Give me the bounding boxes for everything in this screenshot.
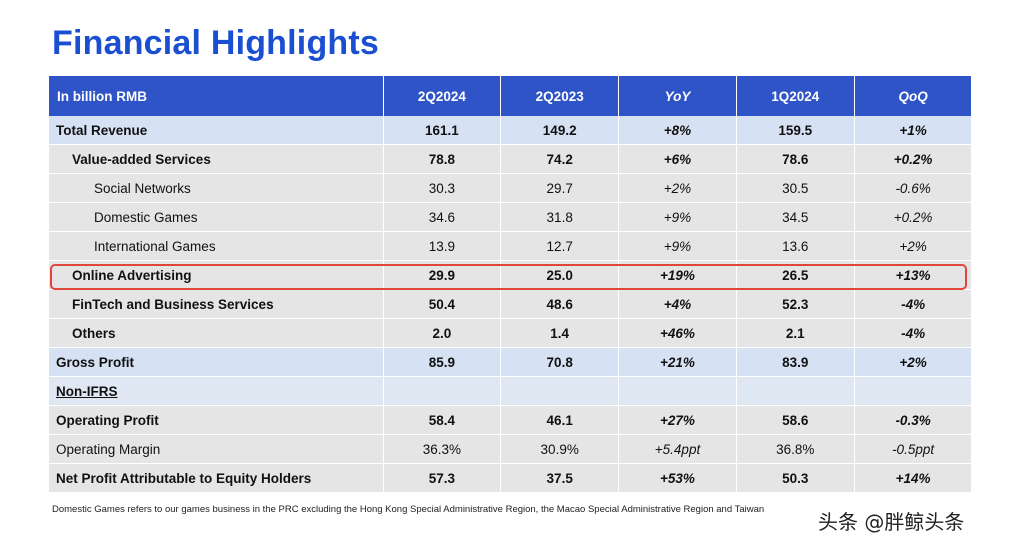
table-header-row: In billion RMB 2Q2024 2Q2023 YoY 1Q2024 …	[49, 76, 973, 116]
cell: +5.4ppt	[618, 434, 737, 464]
cell: +46%	[618, 318, 737, 348]
header-unit: In billion RMB	[49, 76, 384, 116]
table-row: Net Profit Attributable to Equity Holder…	[49, 463, 973, 493]
cell: 30.5	[736, 173, 855, 203]
cell: 149.2	[500, 116, 620, 145]
row-label: Social Networks	[49, 173, 384, 203]
row-label: Operating Profit	[49, 405, 384, 435]
cell: 50.3	[736, 463, 855, 493]
cell: +4%	[618, 289, 737, 319]
cell: 78.6	[736, 144, 855, 174]
cell: 31.8	[500, 202, 620, 232]
cell: +2%	[618, 173, 737, 203]
row-label: Operating Margin	[49, 434, 384, 464]
header-2q2023: 2Q2023	[500, 76, 620, 116]
cell: +27%	[618, 405, 737, 435]
section-label: Non-IFRS	[56, 383, 118, 399]
cell: +21%	[618, 347, 737, 377]
cell: +8%	[618, 116, 737, 145]
cell: 13.9	[383, 231, 502, 261]
cell: -0.5ppt	[854, 434, 973, 464]
page-title: Financial Highlights	[52, 24, 380, 62]
cell: 48.6	[500, 289, 620, 319]
cell: 2.1	[736, 318, 855, 348]
table-row: Gross Profit 85.9 70.8 +21% 83.9 +2%	[49, 347, 973, 377]
header-yoy: YoY	[618, 76, 737, 116]
cell: 1.4	[500, 318, 620, 348]
table-row: Operating Margin 36.3% 30.9% +5.4ppt 36.…	[49, 434, 973, 464]
table-row: Total Revenue 161.1 149.2 +8% 159.5 +1%	[49, 116, 973, 145]
cell: 46.1	[500, 405, 620, 435]
row-label: Total Revenue	[49, 116, 384, 145]
table-row: Operating Profit 58.4 46.1 +27% 58.6 -0.…	[49, 405, 973, 435]
row-label: International Games	[49, 231, 384, 261]
cell: +9%	[618, 231, 737, 261]
row-label: Non-IFRS	[49, 376, 384, 406]
cell: 26.5	[736, 260, 855, 290]
cell: 74.2	[500, 144, 620, 174]
row-label: Net Profit Attributable to Equity Holder…	[49, 463, 384, 493]
cell: +1%	[854, 116, 973, 145]
cell: 29.9	[383, 260, 502, 290]
section-row-non-ifrs: Non-IFRS	[49, 376, 973, 406]
cell: -4%	[854, 289, 973, 319]
row-label: Gross Profit	[49, 347, 384, 377]
header-qoq: QoQ	[854, 76, 973, 116]
row-label: Others	[49, 318, 384, 348]
cell: 36.3%	[383, 434, 502, 464]
cell: +14%	[854, 463, 973, 493]
cell: 37.5	[500, 463, 620, 493]
cell: +13%	[854, 260, 973, 290]
cell: -0.3%	[854, 405, 973, 435]
footnote: Domestic Games refers to our games busin…	[52, 504, 765, 515]
row-label: Online Advertising	[49, 260, 384, 290]
cell: 34.5	[736, 202, 855, 232]
cell: 2.0	[383, 318, 502, 348]
cell: 161.1	[383, 116, 502, 145]
table-row: Domestic Games 34.6 31.8 +9% 34.5 +0.2%	[49, 202, 973, 232]
cell: 58.4	[383, 405, 502, 435]
table-row: Social Networks 30.3 29.7 +2% 30.5 -0.6%	[49, 173, 973, 203]
watermark: 头条 @胖鲸头条	[818, 510, 965, 534]
table-row: Online Advertising 29.9 25.0 +19% 26.5 +…	[49, 260, 973, 290]
cell: 58.6	[736, 405, 855, 435]
table-row: Value-added Services 78.8 74.2 +6% 78.6 …	[49, 144, 973, 174]
cell: +2%	[854, 347, 973, 377]
cell: 52.3	[736, 289, 855, 319]
cell: +19%	[618, 260, 737, 290]
cell: 30.3	[383, 173, 502, 203]
cell: 30.9%	[500, 434, 620, 464]
cell: 25.0	[500, 260, 620, 290]
cell: 36.8%	[736, 434, 855, 464]
cell: 83.9	[736, 347, 855, 377]
table-row: Others 2.0 1.4 +46% 2.1 -4%	[49, 318, 973, 348]
cell: +53%	[618, 463, 737, 493]
cell: 70.8	[500, 347, 620, 377]
cell: +0.2%	[854, 202, 973, 232]
cell: 29.7	[500, 173, 620, 203]
cell: 12.7	[500, 231, 620, 261]
header-2q2024: 2Q2024	[383, 76, 502, 116]
cell: 13.6	[736, 231, 855, 261]
cell: 78.8	[383, 144, 502, 174]
cell: +9%	[618, 202, 737, 232]
row-label: FinTech and Business Services	[49, 289, 384, 319]
cell: -4%	[854, 318, 973, 348]
table-row: FinTech and Business Services 50.4 48.6 …	[49, 289, 973, 319]
cell: 159.5	[736, 116, 855, 145]
table-row: International Games 13.9 12.7 +9% 13.6 +…	[49, 231, 973, 261]
cell: 57.3	[383, 463, 502, 493]
cell: 34.6	[383, 202, 502, 232]
row-label: Domestic Games	[49, 202, 384, 232]
header-1q2024: 1Q2024	[736, 76, 855, 116]
cell: 50.4	[383, 289, 502, 319]
cell: -0.6%	[854, 173, 973, 203]
cell: +0.2%	[854, 144, 973, 174]
cell: +2%	[854, 231, 973, 261]
cell: 85.9	[383, 347, 502, 377]
financial-table: In billion RMB 2Q2024 2Q2023 YoY 1Q2024 …	[49, 76, 973, 493]
row-label: Value-added Services	[49, 144, 384, 174]
cell: +6%	[618, 144, 737, 174]
